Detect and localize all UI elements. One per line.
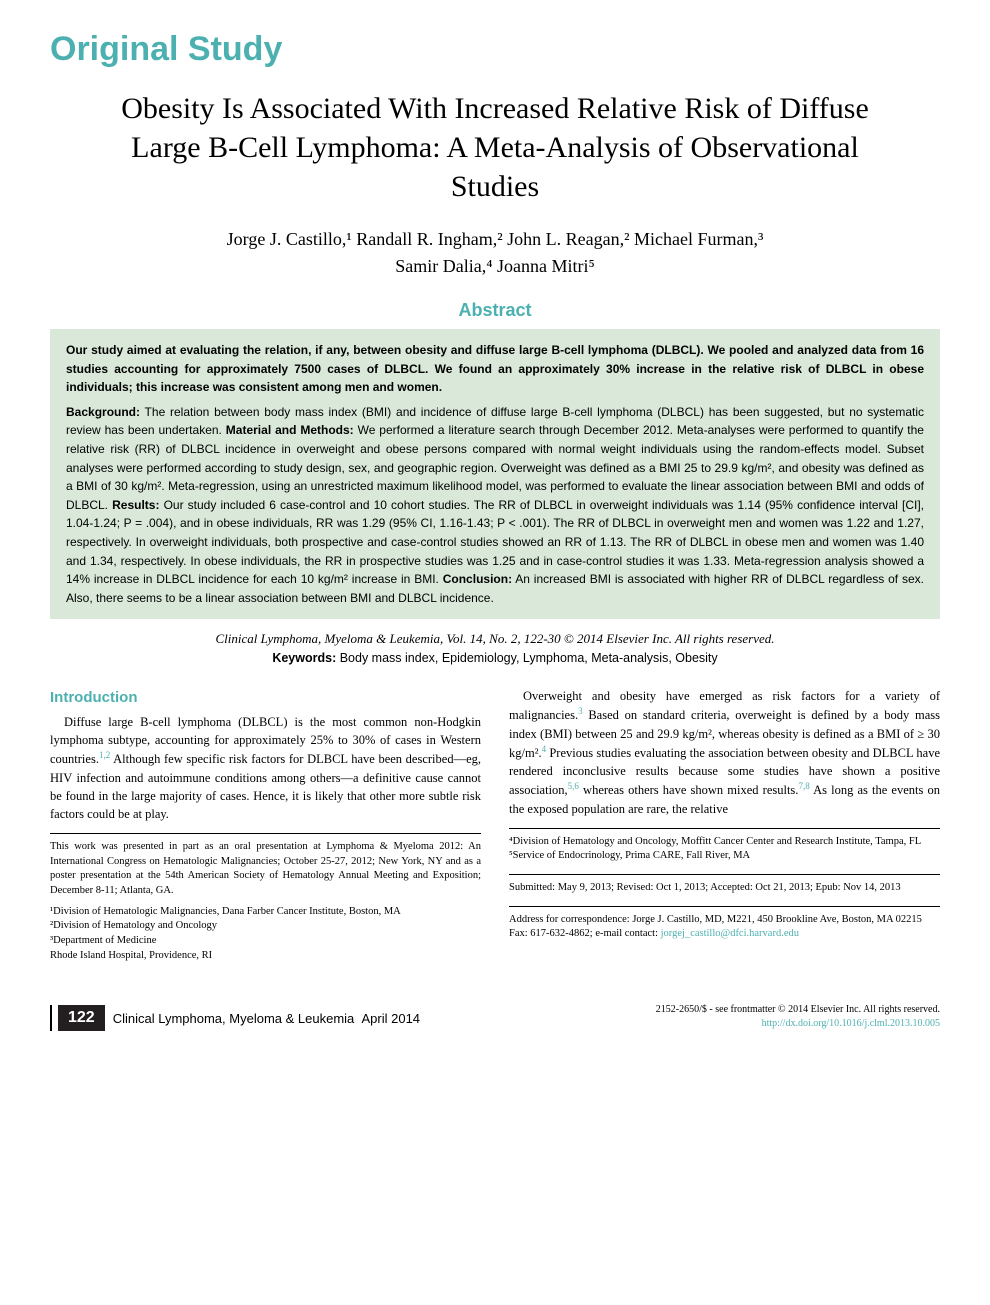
right-column: Overweight and obesity have emerged as r…	[509, 687, 940, 963]
submission-dates: Submitted: May 9, 2013; Revised: Oct 1, …	[509, 881, 940, 896]
authors-line-2: Samir Dalia,⁴ Joanna Mitri⁵	[395, 256, 595, 276]
intro-p1-b: Although few specific risk factors for D…	[50, 752, 481, 820]
ref-7-8: 7,8	[798, 781, 809, 791]
intro-para-1: Diffuse large B-cell lymphoma (DLBCL) is…	[50, 713, 481, 823]
ref-1-2: 1,2	[99, 750, 110, 760]
email-link[interactable]: jorgej_castillo@dfci.harvard.edu	[661, 928, 799, 939]
journal-citation: Clinical Lymphoma, Myeloma & Leukemia, V…	[50, 631, 940, 647]
author-list: Jorge J. Castillo,¹ Randall R. Ingham,² …	[50, 226, 940, 280]
page-footer: 122 Clinical Lymphoma, Myeloma & Leukemi…	[50, 1003, 940, 1031]
divider	[509, 906, 940, 907]
methods-label: Material and Methods:	[226, 423, 354, 437]
journal-date: April 2014	[362, 1011, 421, 1026]
affiliation-3: ³Department of Medicine	[50, 934, 481, 949]
keywords-label: Keywords:	[272, 651, 336, 665]
ref-5-6: 5,6	[568, 781, 579, 791]
affiliation-1: ¹Division of Hematologic Malignancies, D…	[50, 905, 481, 920]
divider	[509, 874, 940, 875]
affiliation-3b: Rhode Island Hospital, Providence, RI	[50, 949, 481, 964]
section-label: Original Study	[50, 30, 940, 69]
intro-p2-d: whereas others have shown mixed results.	[579, 783, 799, 797]
left-column: Introduction Diffuse large B-cell lympho…	[50, 687, 481, 963]
footer-right: 2152-2650/$ - see frontmatter © 2014 Els…	[656, 1003, 940, 1031]
correspondence-address: Address for correspondence: Jorge J. Cas…	[509, 913, 940, 928]
affiliation-2: ²Division of Hematology and Oncology	[50, 919, 481, 934]
correspondence-contact: Fax: 617-632-4862; e-mail contact: jorge…	[509, 927, 940, 942]
body-columns: Introduction Diffuse large B-cell lympho…	[50, 687, 940, 963]
results-label: Results:	[112, 498, 159, 512]
doi-link[interactable]: http://dx.doi.org/10.1016/j.clml.2013.10…	[656, 1017, 940, 1031]
abstract-structured: Background: The relation between body ma…	[66, 403, 924, 608]
copyright-text: 2152-2650/$ - see frontmatter © 2014 Els…	[656, 1003, 940, 1017]
authors-line-1: Jorge J. Castillo,¹ Randall R. Ingham,² …	[227, 229, 764, 249]
presentation-note: This work was presented in part as an or…	[50, 840, 481, 899]
introduction-heading: Introduction	[50, 687, 481, 709]
affiliation-4: ⁴Division of Hematology and Oncology, Mo…	[509, 835, 940, 850]
keywords-text: Body mass index, Epidemiology, Lymphoma,…	[336, 651, 717, 665]
page-number: 122	[58, 1005, 105, 1031]
background-label: Background:	[66, 405, 140, 419]
abstract-summary: Our study aimed at evaluating the relati…	[66, 341, 924, 397]
journal-name-text: Clinical Lymphoma, Myeloma & Leukemia	[113, 1011, 355, 1026]
footer-journal: Clinical Lymphoma, Myeloma & Leukemia Ap…	[113, 1011, 420, 1026]
fax-text: Fax: 617-632-4862; e-mail contact:	[509, 928, 661, 939]
affiliation-5: ⁵Service of Endocrinology, Prima CARE, F…	[509, 849, 940, 864]
conclusion-label: Conclusion:	[443, 572, 512, 586]
divider	[50, 833, 481, 834]
article-title: Obesity Is Associated With Increased Rel…	[90, 89, 900, 206]
abstract-heading: Abstract	[50, 300, 940, 321]
footnotes-left: This work was presented in part as an or…	[50, 840, 481, 964]
footnotes-right: ⁴Division of Hematology and Oncology, Mo…	[509, 835, 940, 942]
keywords: Keywords: Body mass index, Epidemiology,…	[50, 651, 940, 665]
abstract-box: Our study aimed at evaluating the relati…	[50, 329, 940, 619]
divider	[509, 828, 940, 829]
intro-para-2: Overweight and obesity have emerged as r…	[509, 687, 940, 817]
footer-left: 122 Clinical Lymphoma, Myeloma & Leukemi…	[50, 1005, 420, 1031]
